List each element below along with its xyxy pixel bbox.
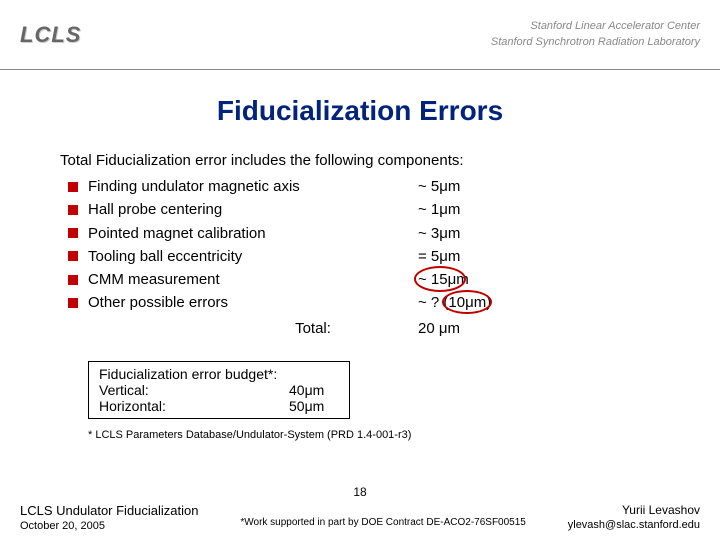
footer-mid: *Work supported in part by DOE Contract … — [198, 503, 567, 528]
header: LCLS Stanford Linear Accelerator Center … — [0, 0, 720, 70]
bullet-icon — [68, 251, 78, 261]
bullet-icon — [68, 205, 78, 215]
error-row: Other possible errors ~ ? (10μm) — [88, 291, 660, 314]
bullet-icon — [68, 228, 78, 238]
page-number: 18 — [20, 485, 700, 499]
error-row: Hall probe centering ~ 1μm — [88, 198, 660, 221]
error-list: Finding undulator magnetic axis ~ 5μm Ha… — [60, 175, 660, 341]
bullet-icon — [68, 298, 78, 308]
logo-right-line2: Stanford Synchrotron Radiation Laborator… — [491, 35, 700, 50]
footer-right: Yurii Levashov ylevash@slac.stanford.edu — [568, 503, 700, 531]
logo-right-line1: Stanford Linear Accelerator Center — [491, 19, 700, 34]
bullet-icon — [68, 182, 78, 192]
budget-box: Fiducialization error budget*: Vertical:… — [88, 361, 350, 419]
budget-label: Horizontal: — [99, 398, 289, 414]
error-value: ~ 1μm — [418, 198, 660, 221]
total-label: Total: — [88, 317, 418, 341]
budget-value: 40μm — [289, 382, 339, 398]
footer-right-email: ylevash@slac.stanford.edu — [568, 519, 700, 531]
error-label: Tooling ball eccentricity — [88, 245, 418, 268]
content-area: Total Fiducialization error includes the… — [0, 152, 720, 441]
error-label: Pointed magnet calibration — [88, 222, 418, 245]
error-value: ~ 3μm — [418, 222, 660, 245]
error-value: ~ 5μm — [418, 175, 660, 198]
budget-value: 50μm — [289, 398, 339, 414]
error-row: Finding undulator magnetic axis ~ 5μm — [88, 175, 660, 198]
budget-label: Vertical: — [99, 382, 289, 398]
total-value: 20 μm — [418, 317, 660, 341]
slide-title: Fiducialization Errors — [0, 95, 720, 127]
error-value: ~ 15μm — [418, 268, 660, 291]
footer-right-name: Yurii Levashov — [568, 503, 700, 517]
footer-left-date: October 20, 2005 — [20, 520, 198, 532]
error-label: Other possible errors — [88, 291, 418, 314]
error-value: ~ ? (10μm) — [418, 291, 660, 314]
intro-text: Total Fiducialization error includes the… — [60, 152, 660, 169]
footer-grid: LCLS Undulator Fiducialization October 2… — [20, 503, 700, 532]
error-row: Tooling ball eccentricity = 5μm — [88, 245, 660, 268]
circle-annotation — [414, 266, 466, 292]
error-label: CMM measurement — [88, 268, 418, 291]
error-label: Hall probe centering — [88, 198, 418, 221]
total-row: Total: 20 μm — [88, 317, 660, 341]
budget-row: Vertical: 40μm — [99, 382, 339, 398]
budget-title: Fiducialization error budget*: — [99, 366, 339, 382]
error-label: Finding undulator magnetic axis — [88, 175, 418, 198]
footer-left-title: LCLS Undulator Fiducialization — [20, 503, 198, 518]
footer: 18 LCLS Undulator Fiducialization Octobe… — [0, 485, 720, 540]
logo-left: LCLS — [20, 22, 81, 48]
error-row: CMM measurement ~ 15μm — [88, 268, 660, 291]
error-value: = 5μm — [418, 245, 660, 268]
footer-left: LCLS Undulator Fiducialization October 2… — [20, 503, 198, 532]
logo-right: Stanford Linear Accelerator Center Stanf… — [491, 19, 700, 50]
budget-row: Horizontal: 50μm — [99, 398, 339, 414]
error-row: Pointed magnet calibration ~ 3μm — [88, 222, 660, 245]
bullet-icon — [68, 275, 78, 285]
footnote: * LCLS Parameters Database/Undulator-Sys… — [60, 429, 660, 441]
